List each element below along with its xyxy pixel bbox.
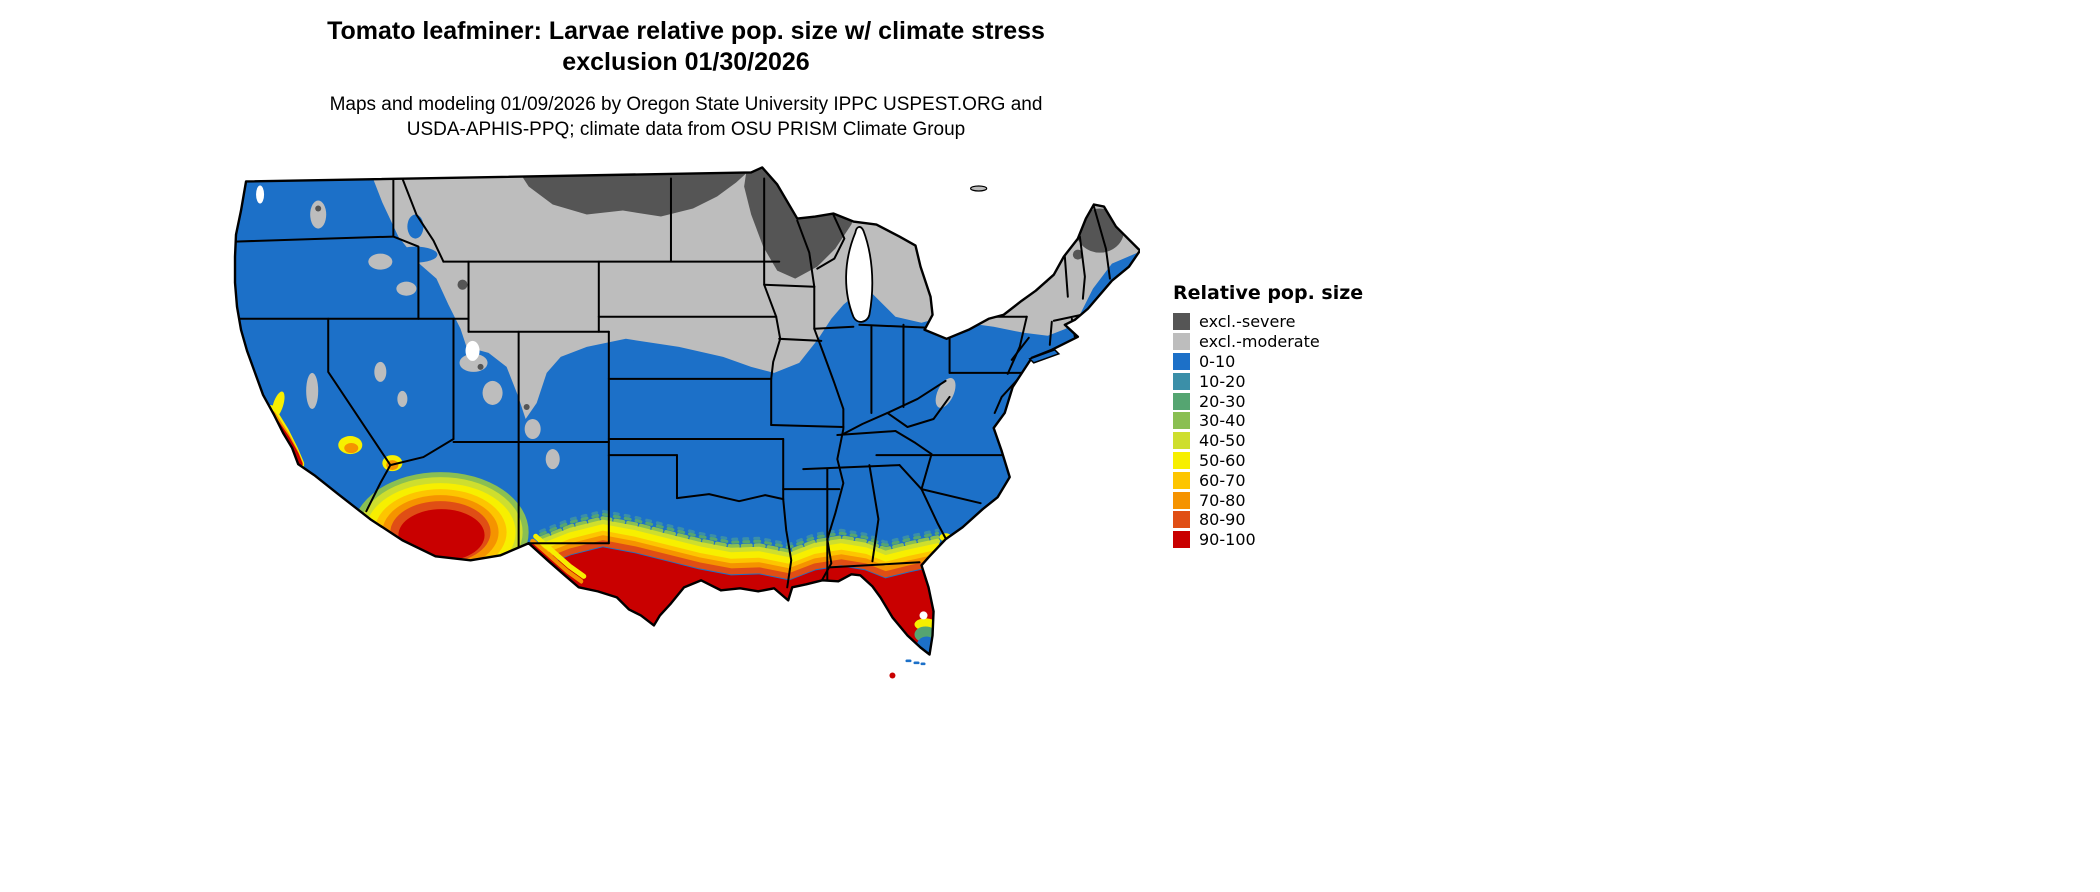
legend-item-label: 10-20	[1199, 371, 1246, 391]
legend-swatch	[1173, 432, 1190, 450]
legend-item-label: 50-60	[1199, 450, 1246, 470]
subtitle-line2: USDA-APHIS-PPQ; climate data from OSU PR…	[406, 119, 966, 140]
legend-item-label: 80-90	[1199, 510, 1246, 530]
subtitle: Maps and modeling 01/09/2026 by Oregon S…	[0, 92, 1372, 142]
lake-okeechobee	[919, 611, 928, 620]
legend-item: 20-30	[1173, 391, 1363, 411]
legend-swatch	[1173, 531, 1190, 549]
us-map	[233, 166, 1140, 679]
chart-header: Tomato leafminer: Larvae relative pop. s…	[0, 16, 1372, 142]
legend-item-label: 90-100	[1199, 530, 1256, 550]
legend-item-label: excl.-severe	[1199, 312, 1296, 332]
lake-michigan	[845, 226, 874, 323]
legend-item: 10-20	[1173, 371, 1363, 391]
great-salt-lake	[465, 340, 480, 361]
us-outline	[233, 166, 1140, 656]
legend-swatch	[1173, 352, 1190, 370]
blue-valley-patches	[393, 214, 690, 366]
legend-swatch	[1173, 313, 1190, 331]
long-island	[1028, 348, 1061, 364]
page-title-line1: Tomato leafminer: Larvae relative pop. s…	[327, 17, 1045, 45]
offshore-details	[889, 185, 1061, 679]
legend-item: 50-60	[1173, 451, 1363, 471]
interior-lakes	[256, 185, 928, 620]
puget-sound	[256, 185, 265, 204]
legend-item: 30-40	[1173, 411, 1363, 431]
legend-swatch	[1173, 392, 1190, 410]
legend-swatch	[1173, 491, 1190, 509]
legend-item-label: excl.-moderate	[1199, 332, 1320, 352]
legend-item-label: 70-80	[1199, 490, 1246, 510]
legend-swatch	[1173, 451, 1190, 469]
legend-swatch	[1173, 511, 1190, 529]
legend-swatch	[1173, 412, 1190, 430]
arizona-hotspot	[352, 472, 529, 593]
legend-item: excl.-severe	[1173, 312, 1363, 332]
legend-item: 40-50	[1173, 431, 1363, 451]
legend-item-label: 60-70	[1199, 470, 1246, 490]
legend-item: 80-90	[1173, 510, 1363, 530]
legend-title: Relative pop. size	[1173, 282, 1364, 304]
legend-swatch	[1173, 333, 1190, 351]
isle-royale	[970, 185, 988, 192]
legend-swatch	[1173, 471, 1190, 489]
legend-item: excl.-moderate	[1173, 332, 1363, 352]
map-container	[230, 166, 1140, 683]
legend-item: 90-100	[1173, 530, 1363, 550]
legend-item: 60-70	[1173, 470, 1363, 490]
legend-item-label: 20-30	[1199, 391, 1246, 411]
legend-item: 0-10	[1173, 352, 1363, 372]
mountain-gray-patches	[306, 200, 956, 470]
florida-keys	[889, 659, 926, 679]
legend-swatch	[1173, 372, 1190, 390]
legend: Relative pop. size excl.-severe excl.-mo…	[1173, 282, 1363, 550]
subtitle-line1: Maps and modeling 01/09/2026 by Oregon S…	[329, 94, 1043, 115]
legend-item-label: 40-50	[1199, 431, 1246, 451]
legend-item-label: 30-40	[1199, 411, 1246, 431]
legend-item: 70-80	[1173, 490, 1363, 510]
page-title-line2: exclusion 01/30/2026	[562, 48, 810, 76]
legend-item-label: 0-10	[1199, 351, 1236, 371]
